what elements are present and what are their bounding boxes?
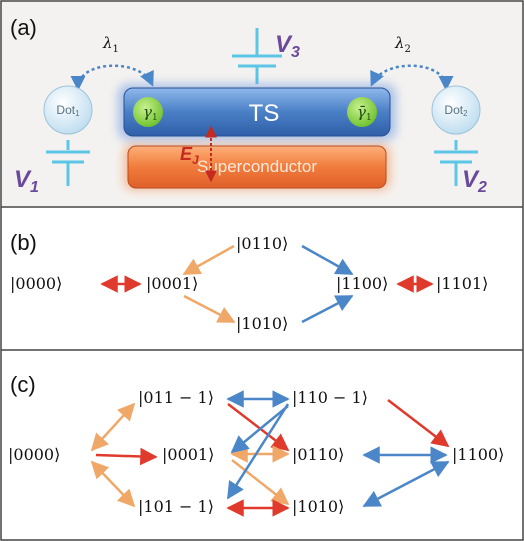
panel-a: (a) V3 λ1 λ2 Superconductor TS γ1 γ̄1 EJ <box>10 15 487 196</box>
lambda2-label: λ2 <box>394 34 411 55</box>
arrow-c-0001-110m1 <box>230 405 289 454</box>
panel-a-label: (a) <box>10 15 37 40</box>
gate-electrode-icon <box>232 28 282 84</box>
arrow-b-0110-1100 <box>301 244 354 276</box>
state-b-0000: |0000⟩ <box>10 274 62 293</box>
lambda1-label: λ1 <box>102 34 119 55</box>
arrow-c-101m1-110m1 <box>226 403 290 500</box>
state-c-101m1: |101 − 1⟩ <box>138 497 214 516</box>
ej-label: EJ <box>180 144 199 167</box>
gamma-left-label: γ1 <box>143 103 158 123</box>
arrow-b-0110-0001 <box>182 244 235 276</box>
superconductor-label: Superconductor <box>197 157 317 176</box>
arrow-b-1010-1100 <box>301 294 354 324</box>
arrow-c-011m1-0110 <box>227 403 290 452</box>
panel-c: (c) |0000⟩ |011 − 1⟩ |0001⟩ |101 − 1⟩ |1… <box>8 372 504 517</box>
state-c-1100: |1100⟩ <box>452 445 504 464</box>
gamma-right-label: γ̄1 <box>357 103 372 123</box>
tunneling-arrow-icon <box>70 64 154 91</box>
v2-label: V2 <box>462 166 487 196</box>
state-c-0001: |0001⟩ <box>162 445 214 464</box>
ts-label: TS <box>249 100 280 127</box>
state-b-0110: |0110⟩ <box>236 234 288 253</box>
arrow-c-0000-101m1 <box>90 460 136 508</box>
v3-label: V3 <box>275 31 300 61</box>
dot2-label: Dot2 <box>444 103 468 118</box>
v1-label: V1 <box>14 166 39 196</box>
state-b-0001: |0001⟩ <box>146 274 198 293</box>
panel-c-label: (c) <box>10 372 36 397</box>
topological-superconductor-bar <box>123 87 391 137</box>
state-c-0000: |0000⟩ <box>8 445 60 464</box>
arrow-c-0000-011m1 <box>90 402 136 452</box>
arrow-c-110m1-1100 <box>387 399 450 448</box>
arrow-c-0001-1010 <box>231 459 290 506</box>
state-c-110m1: |110 − 1⟩ <box>292 388 368 407</box>
majorana-mode-icon <box>347 97 377 127</box>
majorana-mode-icon <box>133 97 163 127</box>
quantum-dot-icon <box>43 85 93 135</box>
arrow-b-0001-1010 <box>183 294 236 324</box>
arrow-c-1010-1100 <box>362 460 450 508</box>
state-c-1010: |1010⟩ <box>292 497 344 516</box>
state-b-1010: |1010⟩ <box>236 314 288 333</box>
superconductor-bar <box>127 145 387 189</box>
quantum-dot-icon <box>431 85 481 135</box>
state-b-1100: |1100⟩ <box>336 274 388 293</box>
state-c-011m1: |011 − 1⟩ <box>138 388 214 407</box>
state-b-1101: |1101⟩ <box>436 274 488 293</box>
gate-electrode-icon <box>46 140 90 186</box>
panel-b-label: (b) <box>10 230 37 255</box>
state-c-0110: |0110⟩ <box>292 445 344 464</box>
gate-electrode-icon <box>434 140 478 186</box>
arrow-c-0000-0001 <box>95 447 158 466</box>
dot1-label: Dot1 <box>56 103 80 118</box>
panel-b: (b) |0000⟩ |0001⟩ |0110⟩ |1010⟩ |1100⟩ |… <box>10 230 488 333</box>
